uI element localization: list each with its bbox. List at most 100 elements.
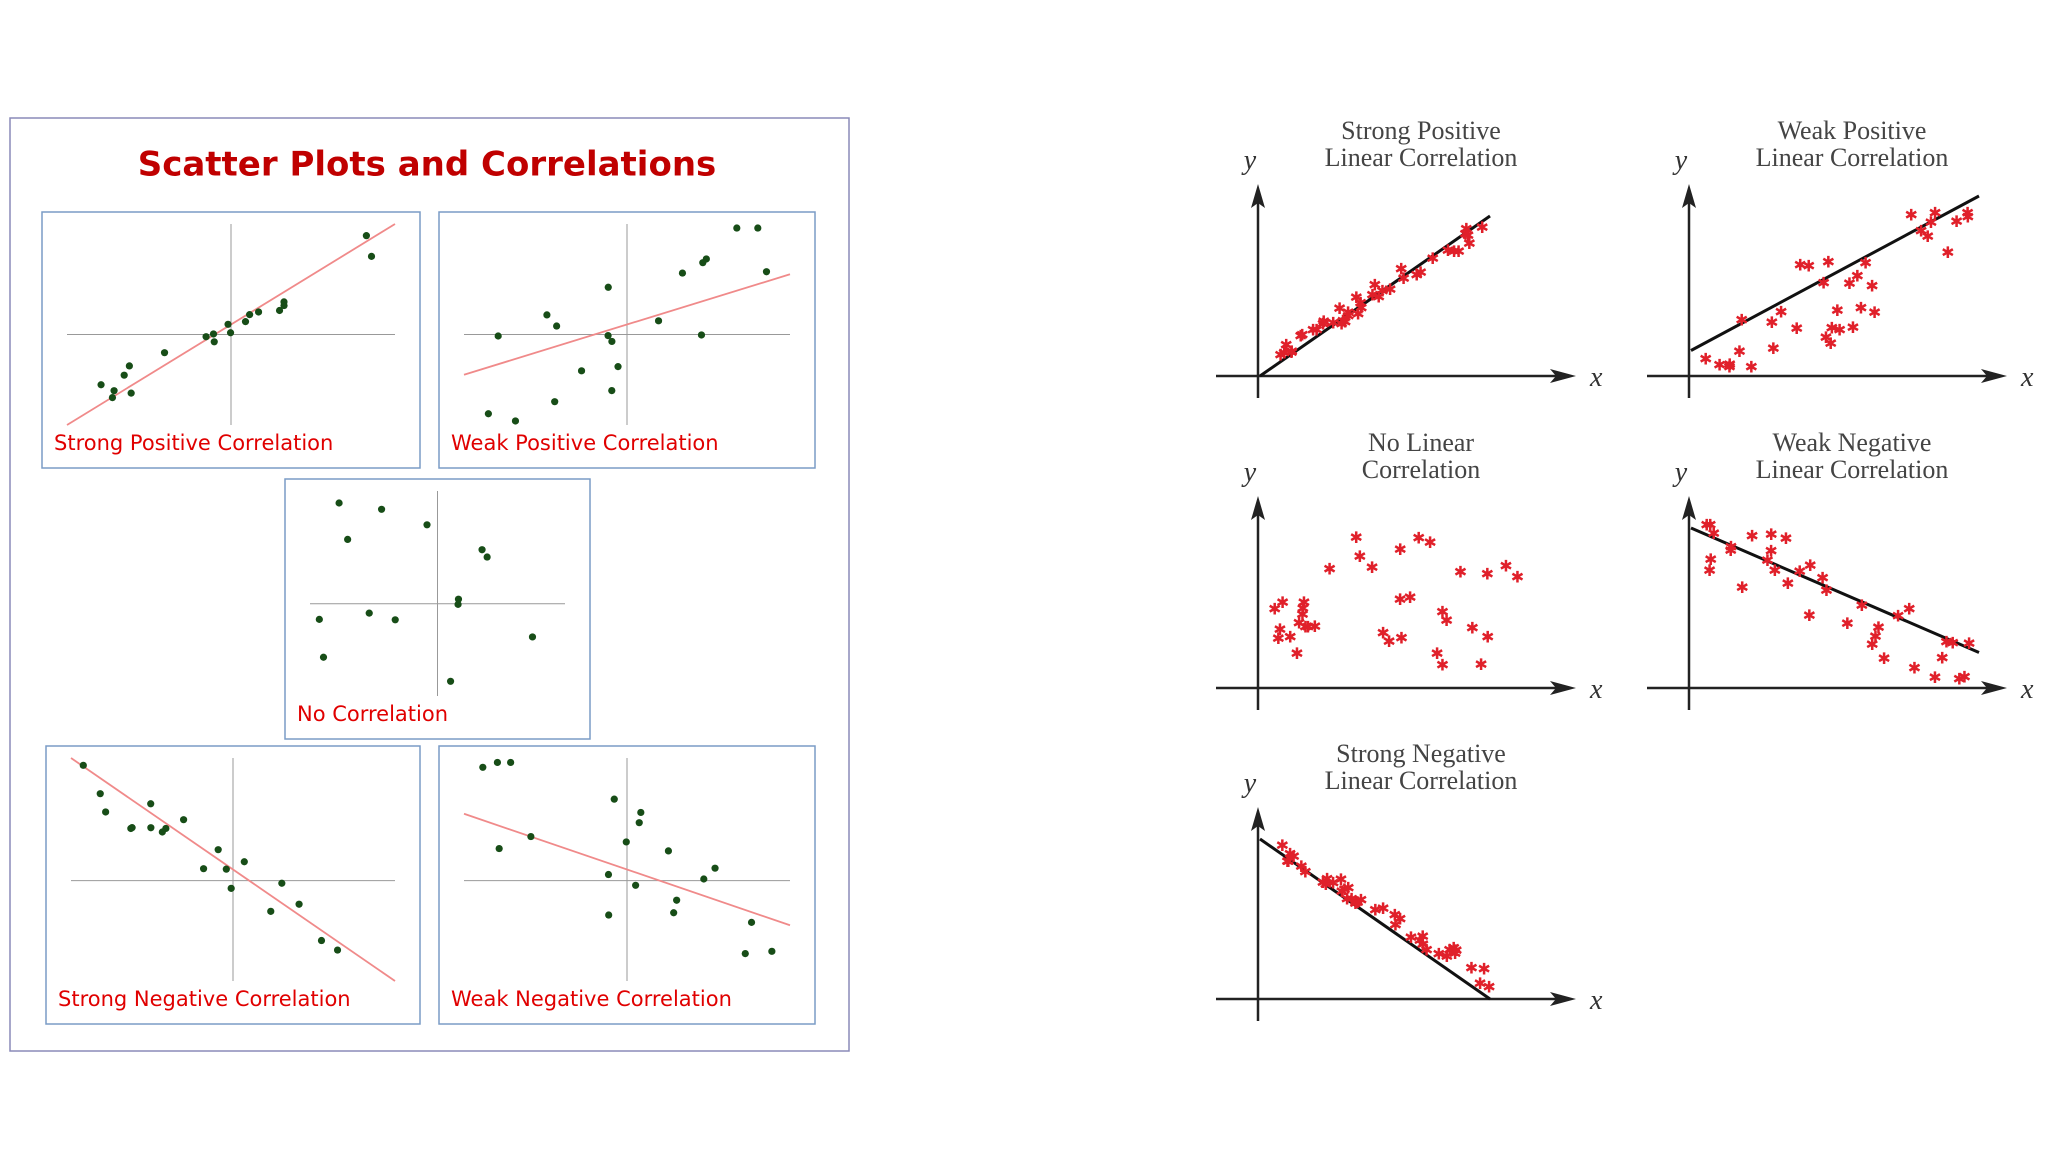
- star-dot: ✱: [1454, 563, 1467, 582]
- panel-title: Linear Correlation: [1756, 143, 1949, 172]
- star-dot: ✱: [1511, 568, 1524, 587]
- star-dot: ✱: [1704, 550, 1717, 569]
- star-dot: ✱: [1765, 313, 1778, 332]
- star-dot: ✱: [1297, 593, 1310, 612]
- dot: [577, 367, 586, 375]
- trend-line: [1259, 214, 1491, 378]
- star-dot: ✱: [1276, 836, 1289, 855]
- dot: [224, 320, 232, 328]
- star-dot: ✱: [1928, 668, 1941, 687]
- dot: [614, 363, 622, 371]
- dot: [699, 259, 707, 267]
- star-dot: ✱: [1278, 344, 1291, 363]
- dot: [158, 828, 166, 836]
- star-dot: ✱: [1403, 588, 1416, 607]
- star-dot: ✱: [1376, 281, 1389, 300]
- dot: [553, 322, 561, 330]
- star-dot: ✱: [1395, 260, 1408, 279]
- star-dot: ✱: [1804, 556, 1817, 575]
- star-dot: ✱: [1724, 538, 1737, 557]
- y-axis-label: y: [1241, 145, 1257, 176]
- star-dot: ✱: [1295, 857, 1308, 876]
- star-dot: ✱: [1308, 617, 1321, 636]
- dot: [97, 381, 105, 389]
- star-dot: ✱: [1383, 280, 1396, 299]
- star-dot: ✱: [1703, 561, 1716, 580]
- star-dot: ✱: [1793, 562, 1806, 581]
- star-dot: ✱: [1388, 905, 1401, 924]
- star-dot: ✱: [1447, 242, 1460, 261]
- dot: [741, 949, 749, 958]
- star-dot: ✱: [1335, 315, 1348, 334]
- star-dot: ✱: [1961, 204, 1974, 223]
- star-dot: ✱: [1366, 285, 1379, 304]
- dot: [604, 331, 612, 340]
- arrow: [1550, 369, 1576, 383]
- star-dot: ✱: [1859, 253, 1872, 272]
- star-dot: ✱: [1272, 629, 1285, 648]
- star-dot: ✱: [1707, 524, 1720, 543]
- star-dot: ✱: [1283, 628, 1296, 647]
- star-dot: ✱: [1376, 624, 1389, 643]
- star-dot: ✱: [1416, 927, 1429, 946]
- star-dot: ✱: [1316, 873, 1329, 892]
- dot: [214, 846, 222, 854]
- star-dot: ✱: [1724, 541, 1737, 560]
- star-dot: ✱: [1295, 326, 1308, 345]
- star-dot: ✱: [1413, 931, 1426, 950]
- star-dot: ✱: [1276, 593, 1289, 612]
- star-dot: ✱: [1817, 273, 1830, 292]
- star-dot: ✱: [1341, 307, 1354, 326]
- y-axis-label: y: [1241, 457, 1257, 488]
- trend-line: [463, 812, 791, 927]
- star-dot: ✱: [1354, 890, 1367, 909]
- star-dot: ✱: [1774, 303, 1787, 322]
- dot: [423, 521, 431, 529]
- trend-line: [1690, 526, 1980, 654]
- star-dot: ✱: [1851, 266, 1864, 285]
- star-dot: ✱: [1499, 556, 1512, 575]
- star-dot: ✱: [1745, 527, 1758, 546]
- dot: [275, 306, 284, 315]
- star-dot: ✱: [1414, 263, 1427, 282]
- star-dot: ✱: [1334, 870, 1347, 889]
- star-dot: ✱: [1735, 310, 1748, 329]
- dot: [768, 947, 776, 955]
- star-dot: ✱: [1841, 614, 1854, 633]
- star-dot: ✱: [1319, 875, 1332, 894]
- star-dot: ✱: [1779, 529, 1792, 548]
- star-dot: ✱: [1790, 319, 1803, 338]
- star-dot: ✱: [1465, 958, 1478, 977]
- arrow: [1550, 992, 1576, 1006]
- star-dot: ✱: [1950, 212, 1963, 231]
- star-dot: ✱: [1924, 213, 1937, 232]
- arrow: [1251, 807, 1265, 831]
- dot: [478, 546, 486, 554]
- star-dot: ✱: [1397, 269, 1410, 288]
- star-dot: ✱: [1412, 529, 1425, 548]
- dot: [333, 946, 342, 954]
- arrow: [1981, 681, 2007, 695]
- dot: [670, 909, 678, 917]
- star-dot: ✱: [1340, 889, 1353, 908]
- star-dot: ✱: [1369, 900, 1382, 919]
- star-dot: ✱: [1723, 355, 1736, 374]
- dot: [241, 318, 250, 326]
- star-dot: ✱: [1765, 525, 1778, 544]
- left-title: Scatter Plots and Correlations: [138, 145, 717, 185]
- star-dot: ✱: [1326, 314, 1339, 333]
- dot: [632, 881, 640, 889]
- star-dot: ✱: [1905, 205, 1918, 224]
- dot: [733, 224, 741, 232]
- dot: [747, 918, 756, 926]
- star-dot: ✱: [1794, 255, 1807, 274]
- star-dot: ✱: [1317, 312, 1330, 331]
- dot: [254, 308, 263, 316]
- dot: [319, 653, 328, 661]
- star-dot: ✱: [1704, 516, 1717, 535]
- star-dot: ✱: [1855, 596, 1868, 615]
- star-dot: ✱: [1902, 599, 1915, 618]
- dot: [635, 819, 643, 827]
